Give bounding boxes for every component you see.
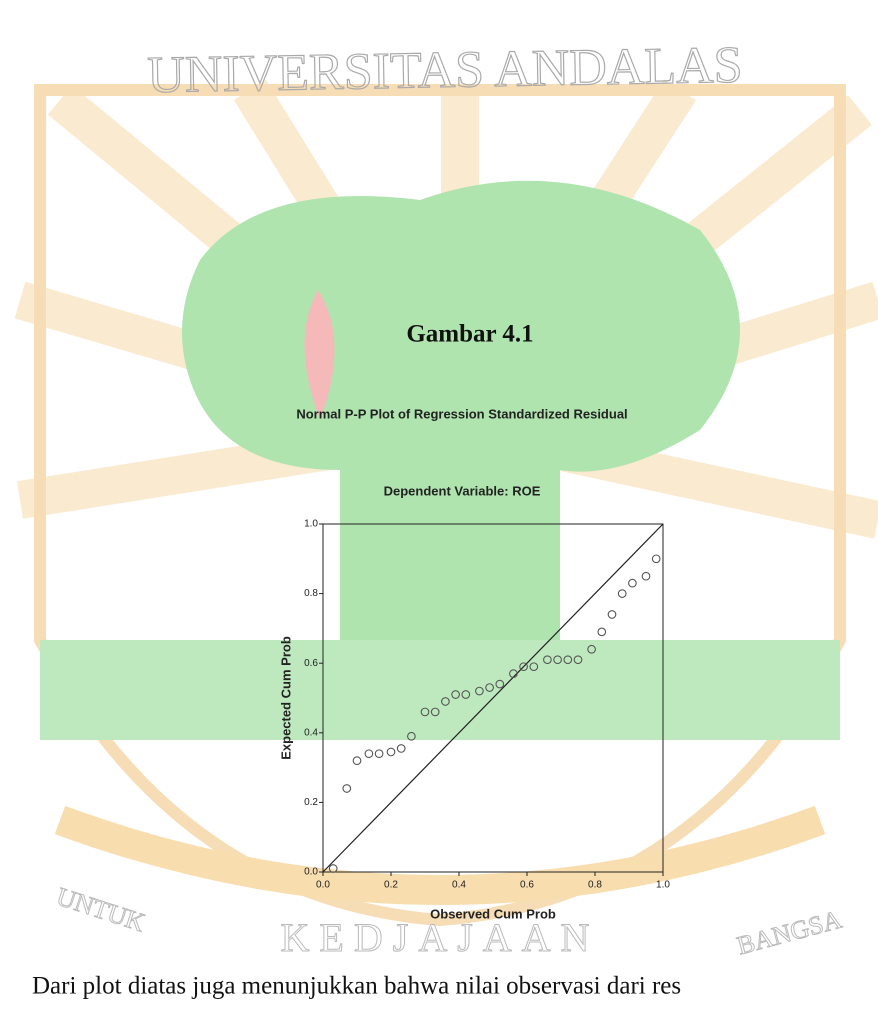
watermark-left: UNTUK [53,882,149,938]
point [598,628,606,636]
page: {"watermark": {"top": "UNIVERSITAS ANDAL… [0,0,878,1015]
x-tick-label: 0.8 [588,880,602,891]
watermark-right: BANGSA [734,905,845,961]
watermark-art [20,90,878,920]
y-tick-label: 0.0 [304,867,318,878]
x-tick-label: 1.0 [656,880,670,891]
watermark-center: KEDJAJAAN [281,915,600,960]
point [642,572,650,580]
x-axis-label: Observed Cum Prob [430,906,556,921]
y-tick-label: 0.8 [304,588,318,599]
y-axis-label: Expected Cum Prob [278,636,293,760]
point [608,611,616,619]
y-tick-label: 0.2 [304,797,318,808]
y-tick-label: 0.4 [304,727,318,738]
y-tick-label: 0.6 [304,658,318,669]
point [397,745,405,753]
point [353,757,361,765]
heading: Gambar 4.1 [406,321,533,348]
point [629,579,637,587]
document: UNIVERSITAS ANDALAS UNTUK KEDJAJAAN BANG… [0,0,878,1015]
body-text: Dari plot diatas juga menunjukkan bahwa … [32,973,681,1000]
point [365,750,373,758]
x-tick-label: 0.0 [316,880,330,891]
watermark-top: UNIVERSITAS ANDALAS [147,37,743,104]
x-tick-label: 0.2 [384,880,398,891]
x-tick-label: 0.4 [452,880,466,891]
point [375,750,383,758]
chart-subtitle: Dependent Variable: ROE [384,483,541,498]
point [387,748,395,756]
chart-title: Normal P-P Plot of Regression Standardiz… [296,406,627,421]
point [618,590,626,598]
x-tick-label: 0.6 [520,880,534,891]
point [343,785,351,793]
point [652,555,660,563]
y-tick-label: 1.0 [304,519,318,530]
